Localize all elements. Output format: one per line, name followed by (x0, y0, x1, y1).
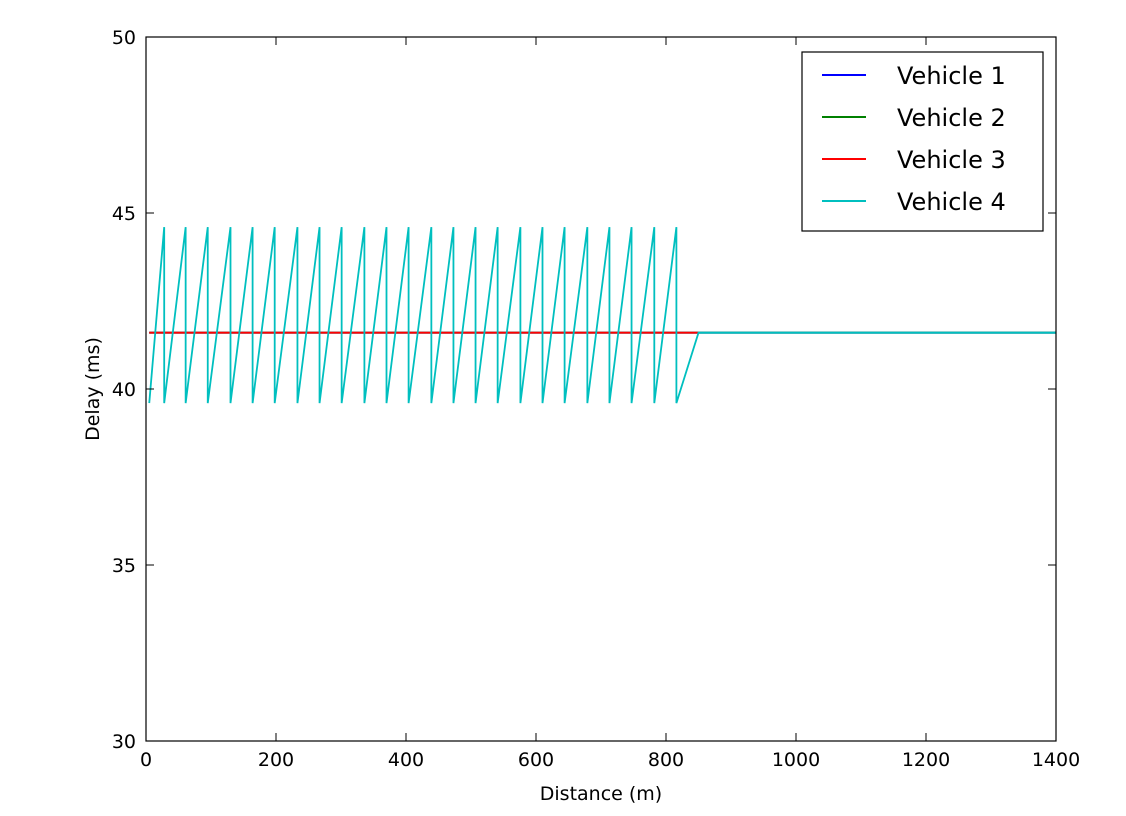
ticks-layer: 0 200 400 600 800 1000 1200 1400 30 35 40 45 50 (112, 27, 1080, 771)
x-tick-label: 1400 (1032, 749, 1080, 771)
y-tick-label: 35 (112, 555, 136, 577)
x-tick-label: 1000 (772, 749, 820, 771)
legend-label: Vehicle 2 (897, 104, 1006, 132)
y-tick-label: 50 (112, 27, 136, 49)
x-tick-label: 800 (648, 749, 684, 771)
x-tick-label: 400 (388, 749, 424, 771)
y-tick-label: 30 (112, 731, 136, 753)
legend-label: Vehicle 1 (897, 62, 1006, 90)
x-tick-label: 200 (258, 749, 294, 771)
series-line-vehicle-4 (148, 226, 1056, 404)
x-axis-label: Distance (m) (540, 783, 662, 805)
legend: Vehicle 1 Vehicle 2 Vehicle 3 Vehicle 4 (801, 51, 1044, 232)
legend-label: Vehicle 4 (897, 188, 1006, 216)
y-axis-label: Delay (ms) (82, 337, 104, 441)
x-tick-label: 0 (140, 749, 152, 771)
series-layer (148, 226, 1056, 404)
y-tick-label: 40 (112, 379, 136, 401)
x-tick-label: 1200 (902, 749, 950, 771)
x-tick-label: 600 (518, 749, 554, 771)
y-tick-label: 45 (112, 203, 136, 225)
legend-label: Vehicle 3 (897, 146, 1006, 174)
